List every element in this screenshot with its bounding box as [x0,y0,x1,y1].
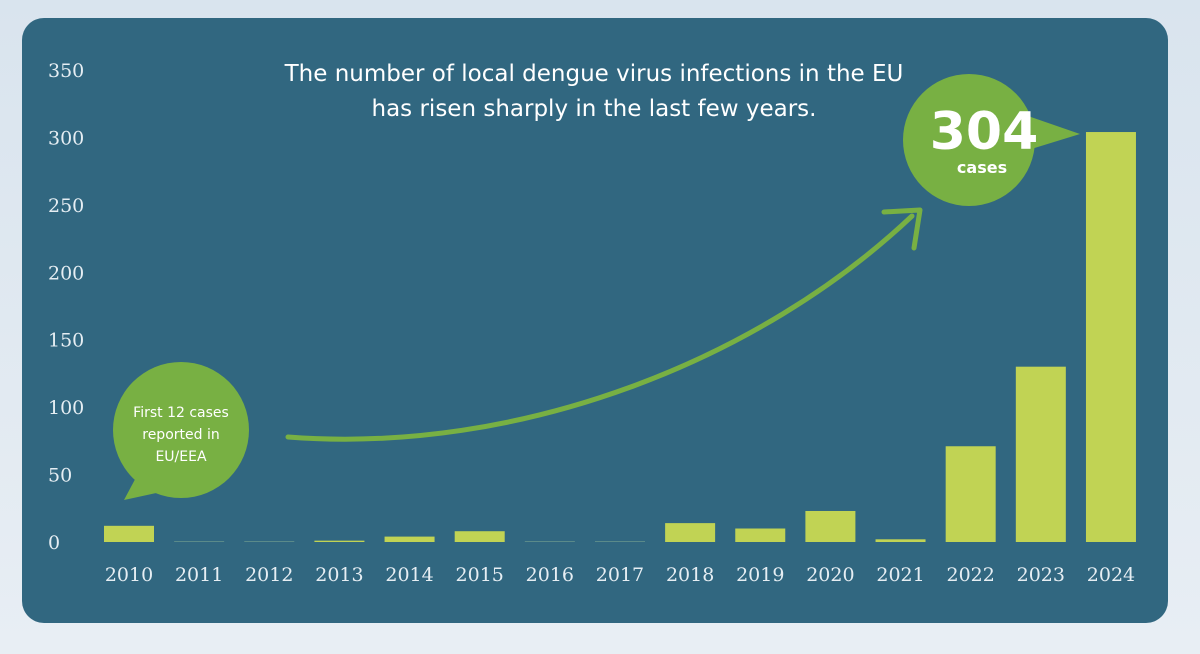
x-tick-label: 2021 [876,564,924,586]
y-tick-label: 250 [48,195,84,217]
bar-2013 [314,540,365,542]
y-axis-ticks: 0 50 100 150 200 250 300 350 [48,60,84,554]
x-tick-label: 2010 [105,564,153,586]
first-note-line-1: First 12 cases [133,405,229,421]
bar-2014 [384,536,435,542]
x-tick-label: 2022 [947,564,995,586]
highlight-value: 304 [930,102,1039,162]
x-tick-label: 2016 [526,564,574,586]
y-tick-label: 150 [48,330,84,352]
bar-2024 [1085,132,1136,542]
bar-2011 [174,541,225,542]
bar-2016 [524,541,575,542]
x-tick-label: 2018 [666,564,714,586]
y-tick-label: 50 [48,465,72,487]
highlight-unit: cases [957,158,1007,177]
bar-2012 [244,541,295,542]
bar-2010 [104,525,154,542]
bar-2017 [594,541,645,542]
bar-2015 [454,531,505,542]
x-tick-label: 2023 [1017,564,1065,586]
x-tick-label: 2015 [456,564,504,586]
bar-2022 [945,446,996,542]
x-tick-label: 2019 [736,564,784,586]
x-tick-label: 2013 [315,564,363,586]
bar-2018 [665,523,716,542]
x-tick-label: 2011 [175,564,223,586]
y-tick-label: 350 [48,60,84,82]
y-tick-label: 300 [48,127,84,149]
x-tick-label: 2024 [1087,564,1135,586]
x-tick-label: 2020 [806,564,854,586]
first-note-line-3: EU/EEA [155,449,207,465]
chart-title-line-1: The number of local dengue virus infecti… [284,61,904,87]
y-tick-label: 200 [48,262,84,284]
x-tick-label: 2017 [596,564,644,586]
highlight-bubble: 304 cases [903,74,1080,206]
bar-2020 [805,510,856,542]
chart-title-line-2: has risen sharply in the last few years. [372,96,817,122]
x-tick-label: 2014 [385,564,433,586]
bar-2023 [1015,366,1066,542]
first-cases-bubble: First 12 cases reported in EU/EEA [113,362,249,500]
growth-arrow [285,207,923,442]
x-tick-label: 2012 [245,564,293,586]
bar-2019 [735,528,786,542]
y-tick-label: 100 [48,397,84,419]
bar-series [104,132,1136,542]
first-note-line-2: reported in [142,427,219,443]
x-axis-ticks: 2010 2011 2012 2013 2014 2015 2016 2017 2018 2019… [105,564,1135,586]
y-tick-label: 0 [48,532,60,554]
bar-2021 [875,539,926,542]
